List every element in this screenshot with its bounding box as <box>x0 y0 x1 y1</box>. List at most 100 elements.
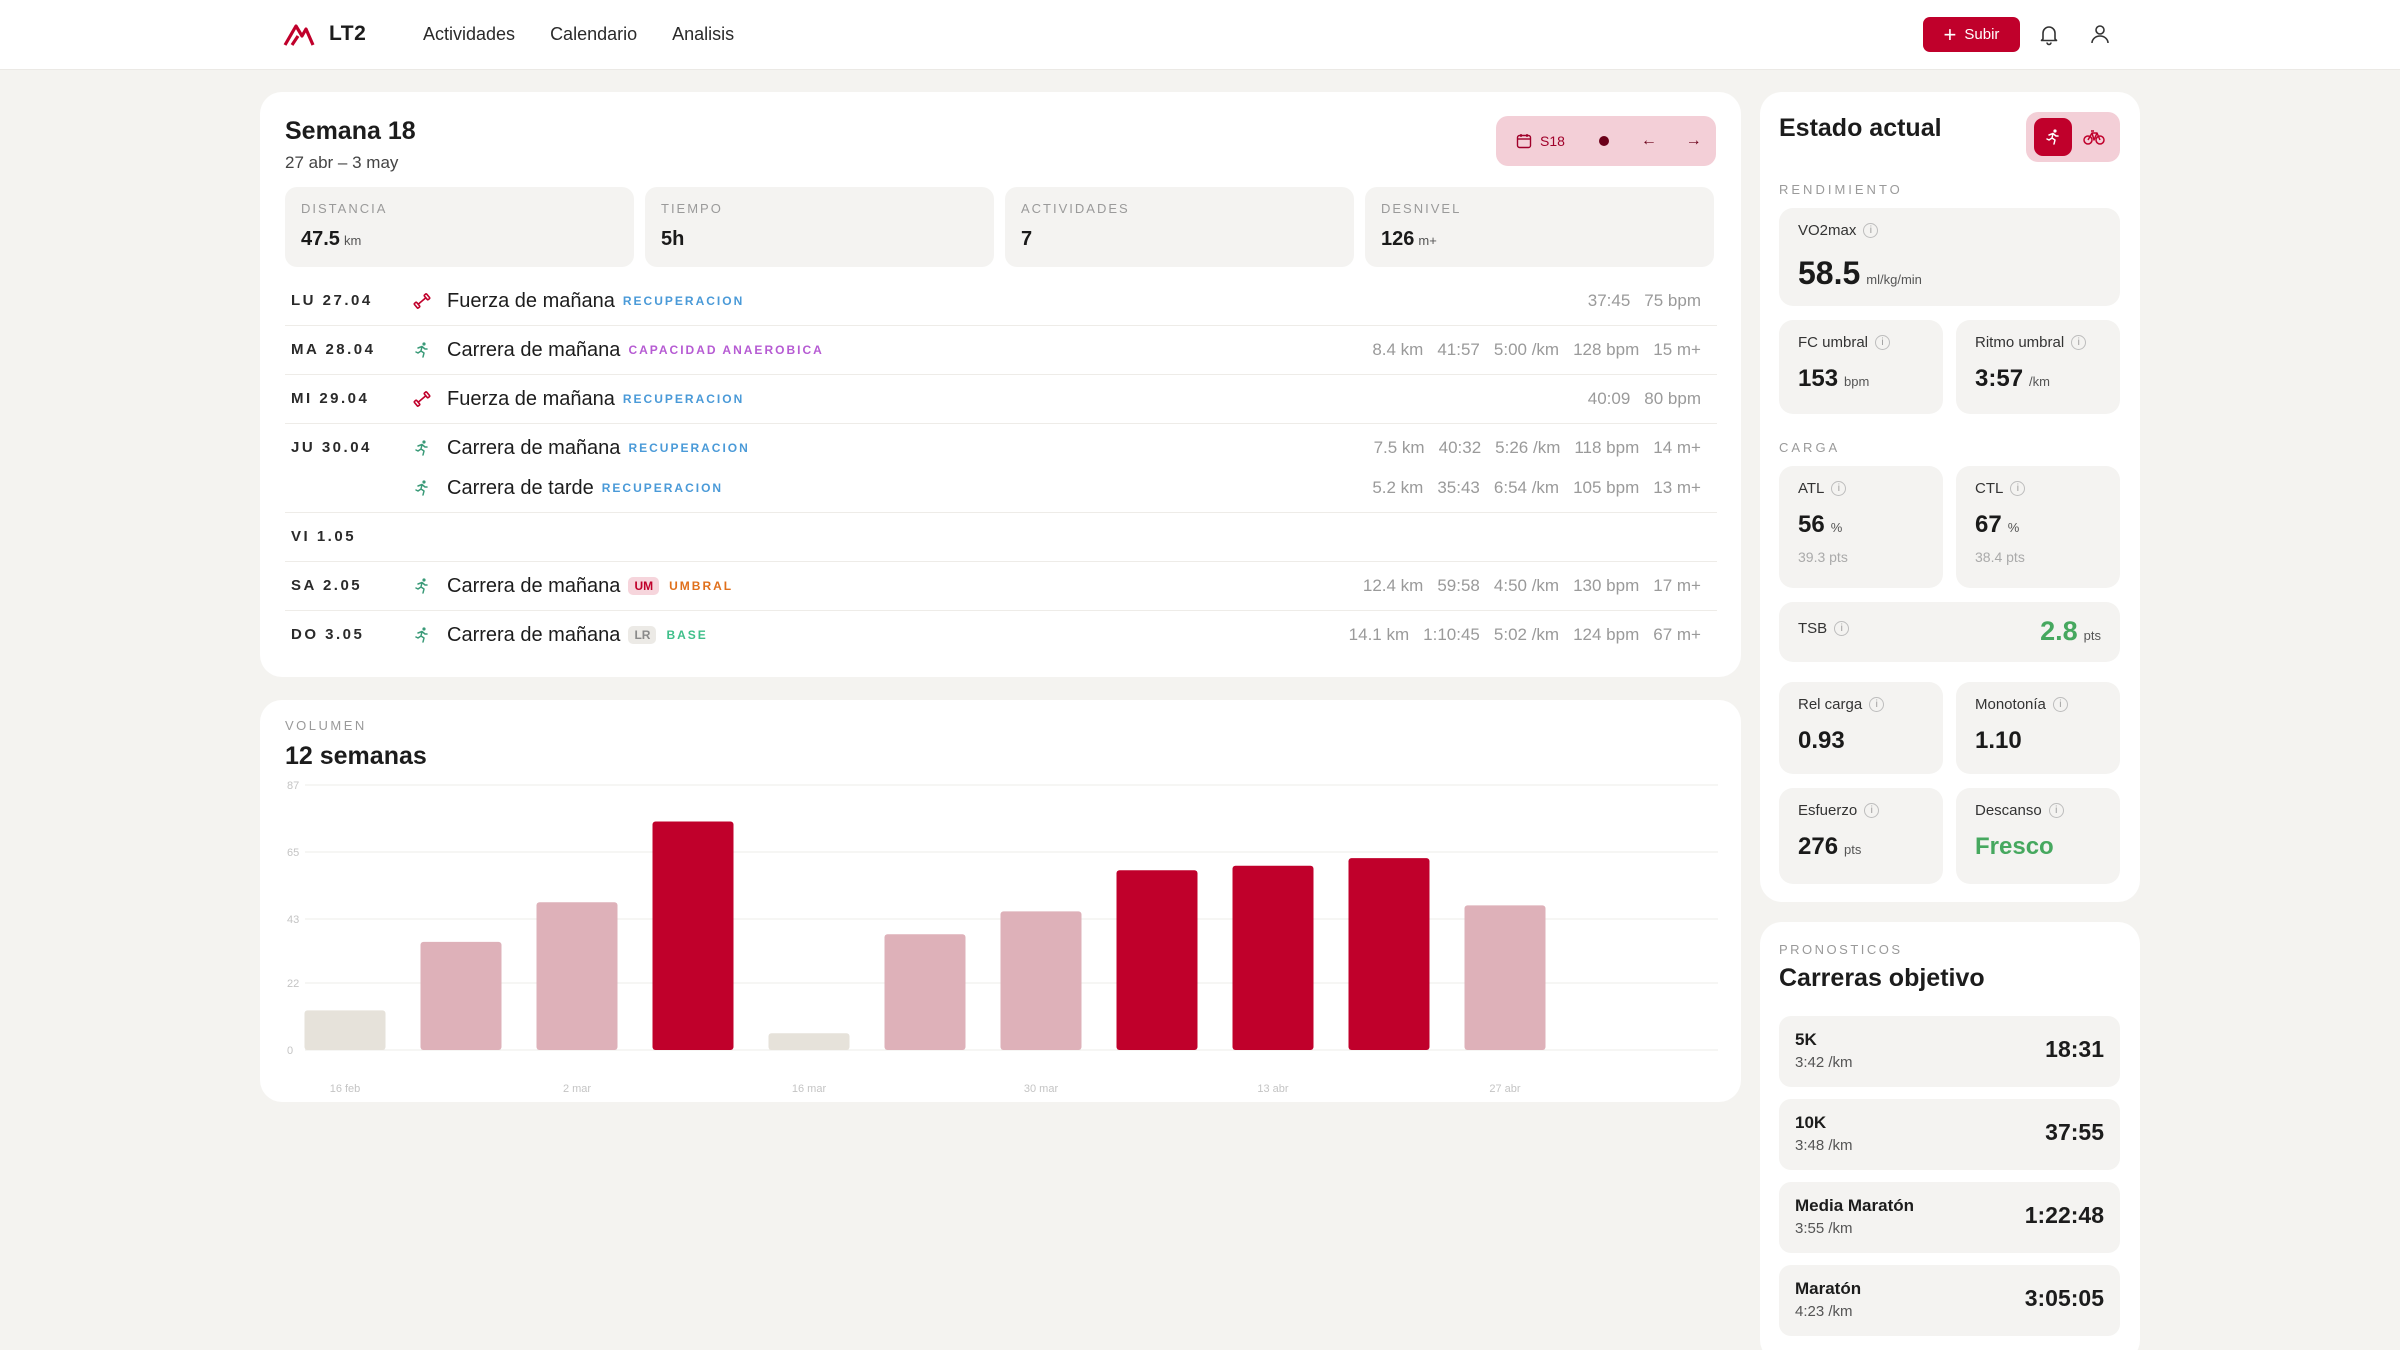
x-tick-label: 30 mar <box>1024 1083 1059 1095</box>
activity-zone-tag: RECUPERACION <box>628 441 750 455</box>
app-logo[interactable]: LT2 <box>283 20 366 48</box>
runner-icon <box>409 436 435 460</box>
next-week-button[interactable]: → <box>1671 132 1716 150</box>
race-pace: 3:48 /km <box>1795 1137 1853 1154</box>
day-row: LU 27.04 Fuerza de mañana RECUPERACION 37:4… <box>285 277 1717 326</box>
bike-toggle-button[interactable] <box>2075 118 2113 156</box>
race-row-5k[interactable]: 5K 3:42 /km 18:31 <box>1779 1016 2120 1087</box>
x-tick-label: 27 abr <box>1489 1083 1521 1095</box>
race-row-10k[interactable]: 10K 3:48 /km 37:55 <box>1779 1099 2120 1170</box>
race-time: 3:05:05 <box>2024 1285 2104 1311</box>
user-icon[interactable] <box>2088 22 2112 46</box>
activity-name: Carrera de mañana <box>447 436 621 459</box>
run-toggle-button[interactable] <box>2033 118 2072 156</box>
volume-bar[interactable] <box>1000 911 1082 1050</box>
info-icon[interactable]: i <box>1863 223 1879 238</box>
y-tick-label: 87 <box>287 780 299 792</box>
info-icon[interactable]: i <box>2071 335 2087 350</box>
activity-list: LU 27.04 Fuerza de mañana RECUPERACION 37:4… <box>285 277 1717 659</box>
activity-name: Carrera de tarde <box>447 476 594 499</box>
volume-bar[interactable] <box>536 902 618 1050</box>
activity-name: Carrera de mañana <box>447 623 621 646</box>
rel-carga-card: Rel carga i 0.93 <box>1779 682 1943 774</box>
info-icon[interactable]: i <box>1869 697 1885 712</box>
volume-bar[interactable] <box>768 1033 850 1050</box>
day-activities: Carrera de mañana LR BASE 14.1 km 1:10:45 5:0… <box>405 611 1717 659</box>
stat-label: DESNIVEL <box>1381 201 1462 216</box>
activity-metrics: 7.5 km 40:32 5:26 /km 118 bpm 14 m+ <box>1374 438 1717 458</box>
volume-bar[interactable] <box>1232 865 1314 1050</box>
metric-unit: % <box>2007 520 2020 535</box>
activity-metrics: 37:45 75 bpm <box>1588 291 1717 311</box>
prev-week-button[interactable]: ← <box>1626 132 1671 150</box>
volume-bar[interactable] <box>1116 870 1198 1050</box>
y-tick-label: 43 <box>287 914 299 926</box>
activity-row[interactable]: Fuerza de mañana RECUPERACION 40:09 80 bpm <box>405 379 1717 419</box>
activity-zone-tag: RECUPERACION <box>622 294 745 308</box>
info-icon[interactable]: i <box>1875 335 1891 350</box>
race-pace: 4:23 /km <box>1795 1303 1853 1320</box>
activity-row[interactable]: Carrera de mañana UM UMBRAL 12.4 km 59:58 4:5… <box>405 566 1717 606</box>
race-name: Maratón <box>1795 1279 1862 1298</box>
volume-bar[interactable] <box>884 934 966 1050</box>
metric-unit: ml/kg/min <box>1866 272 1922 287</box>
activity-zone-tag: UMBRAL <box>669 579 734 593</box>
volume-bar[interactable] <box>420 941 502 1050</box>
metric-unit: pts <box>2083 628 2101 643</box>
descanso-card: Descanso i Fresco <box>1956 788 2120 884</box>
stat-unit: m+ <box>1418 233 1437 248</box>
info-icon[interactable]: i <box>2052 697 2068 712</box>
nav-analisis[interactable]: Analisis <box>672 24 735 44</box>
volume-bar[interactable] <box>1348 858 1430 1050</box>
calendar-icon <box>1516 134 1532 149</box>
stat-label: DISTANCIA <box>301 201 388 216</box>
info-icon[interactable]: i <box>2010 481 2026 496</box>
upload-button[interactable]: + Subir <box>1923 17 2020 52</box>
activity-row[interactable]: Carrera de mañana LR BASE 14.1 km 1:10:45 5:0… <box>405 615 1717 655</box>
info-icon[interactable]: i <box>2048 803 2064 818</box>
metric-value: Fresco <box>1975 833 2054 860</box>
activity-metric: 118 bpm <box>1574 438 1640 457</box>
plus-icon: + <box>1943 21 1957 47</box>
nav-actividades[interactable]: Actividades <box>423 24 516 44</box>
nav-calendario[interactable]: Calendario <box>550 24 638 44</box>
y-tick-label: 65 <box>287 847 299 859</box>
metric-value: 276 pts <box>1798 833 1924 861</box>
race-row-marathon[interactable]: Maratón 4:23 /km 3:05:05 <box>1779 1265 2120 1336</box>
stat-label: TIEMPO <box>661 201 723 216</box>
metric-unit: /km <box>2029 374 2050 389</box>
activity-metric: 80 bpm <box>1644 389 1701 408</box>
rendimiento-label: RENDIMIENTO <box>1779 182 1903 197</box>
info-icon[interactable]: i <box>1831 481 1847 496</box>
volume-bar[interactable] <box>304 1010 386 1050</box>
activity-metric: 14.1 km <box>1348 625 1410 644</box>
day-label: VI 1.05 <box>291 528 357 545</box>
activity-metric: 105 bpm <box>1573 478 1640 497</box>
week-picker[interactable]: S18 <box>1516 133 1582 149</box>
metric-unit: % <box>1830 520 1843 535</box>
metric-number: 67 <box>1975 511 2002 538</box>
info-icon[interactable]: i <box>1864 803 1880 818</box>
sport-toggle <box>2026 112 2120 162</box>
volume-bar[interactable] <box>1464 905 1546 1050</box>
upload-label: Subir <box>1964 26 2000 43</box>
activity-row[interactable]: Fuerza de mañana RECUPERACION 37:45 75 bpm <box>405 281 1717 321</box>
bell-icon[interactable] <box>2037 22 2061 46</box>
race-time: 37:55 <box>2045 1119 2104 1145</box>
activity-row[interactable]: Carrera de mañana CAPACIDAD ANAEROBICA 8.4… <box>405 330 1717 370</box>
race-row-half[interactable]: Media Maratón 3:55 /km 1:22:48 <box>1779 1182 2120 1253</box>
activity-metrics: 8.4 km 41:57 5:00 /km 128 bpm 15 m+ <box>1372 340 1717 360</box>
volume-bar[interactable] <box>652 821 734 1050</box>
metric-sub: 38.4 pts <box>1975 549 2025 565</box>
current-week-button[interactable] <box>1582 136 1627 146</box>
info-icon[interactable]: i <box>1834 621 1850 636</box>
metric-number: 3:57 <box>1975 365 2024 392</box>
activity-row[interactable]: Carrera de tarde RECUPERACION 5.2 km 35:43 6… <box>405 468 1717 508</box>
vo2max-card: VO2max i 58.5 ml/kg/min <box>1779 208 2120 306</box>
top-navbar: LT2 Actividades Calendario Analisis + Su… <box>0 0 2400 70</box>
activity-row[interactable]: Carrera de mañana RECUPERACION 7.5 km 40:32… <box>405 428 1717 468</box>
volume-title: 12 semanas <box>285 742 427 770</box>
activity-name: Fuerza de mañana <box>447 387 615 410</box>
volume-card: VOLUMEN 12 semanas 0 22 43 65 87 16 feb 2 mar 1… <box>260 700 1741 1102</box>
activity-metric: 4:50 /km <box>1493 576 1560 595</box>
